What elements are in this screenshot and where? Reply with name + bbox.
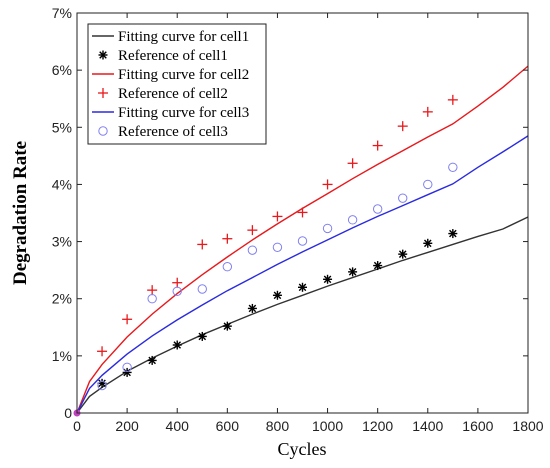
data-point	[122, 362, 132, 372]
y-tick-label: 5%	[52, 119, 72, 135]
data-point	[172, 340, 182, 350]
data-point	[297, 207, 308, 218]
axes-layer: 0 200 400 600 800 1000 1200 1400 1600 1800 0 1% 2% 3%…	[52, 5, 544, 434]
series-6	[97, 162, 458, 391]
data-point	[398, 193, 408, 203]
data-point	[373, 261, 383, 271]
data-point	[297, 236, 308, 246]
data-point	[322, 179, 333, 190]
y-tick-label: 2%	[52, 291, 72, 307]
data-point	[272, 290, 282, 300]
data-point	[172, 286, 182, 296]
legend: Fitting curve for cell1 Reference of cell…	[87, 23, 267, 145]
legend-swatch	[98, 88, 108, 98]
y-tick-label: 3%	[52, 234, 72, 250]
data-point	[147, 294, 157, 304]
legend-box	[87, 23, 267, 145]
data-point	[448, 162, 458, 172]
y-tick-label: 7%	[52, 5, 72, 21]
data-point	[347, 215, 358, 225]
legend-swatch	[98, 126, 108, 136]
data-point	[323, 274, 333, 284]
legend-label: Reference of cell2	[118, 86, 228, 102]
series-3	[76, 65, 529, 414]
data-point	[298, 282, 307, 292]
legend-marker	[98, 50, 108, 60]
data-point	[372, 204, 383, 214]
axes-frame	[76, 12, 529, 414]
x-tick-label: 400	[166, 418, 190, 434]
data-point	[97, 378, 107, 388]
series-2	[97, 229, 458, 388]
x-axis-title: Cycles	[278, 439, 327, 459]
data-point	[322, 223, 333, 234]
data-point	[222, 321, 232, 331]
data-point	[347, 158, 358, 169]
x-tick-label: 0	[73, 418, 81, 434]
data-point	[247, 225, 258, 236]
y-tick-label: 0	[64, 405, 72, 421]
data-point	[372, 140, 383, 151]
data-point	[197, 284, 207, 294]
data-point	[147, 355, 157, 365]
data-point	[247, 303, 257, 313]
y-axis-title: Degradation Rate	[10, 141, 31, 285]
legend-label: Reference of cell3	[118, 124, 228, 140]
data-point	[97, 346, 108, 357]
legend-marker	[98, 88, 108, 98]
legend-marker	[98, 126, 108, 136]
data-point	[348, 267, 358, 277]
data-point	[448, 229, 458, 239]
data-point	[122, 367, 132, 377]
data-point	[222, 233, 233, 244]
legend-swatch	[98, 50, 108, 60]
data-point	[397, 121, 408, 132]
data-point	[197, 239, 208, 250]
x-tick-label: 1200	[362, 418, 393, 434]
data-point	[197, 331, 207, 341]
data-point	[447, 94, 458, 105]
curve-line	[76, 65, 529, 414]
legend-label: Fitting curve for cell1	[118, 29, 249, 45]
data-point	[398, 249, 408, 259]
legend-label: Reference of cell1	[118, 48, 228, 64]
data-point	[247, 245, 258, 255]
data-point	[272, 211, 283, 222]
x-tick-label: 600	[216, 418, 240, 434]
series-layer	[73, 65, 529, 417]
y-tick-label: 6%	[52, 62, 72, 78]
x-tick-label: 800	[266, 418, 290, 434]
x-tick-label: 1400	[412, 418, 443, 434]
y-tick-label: 1%	[52, 348, 72, 364]
y-tick-label: 4%	[52, 176, 72, 192]
data-point	[423, 238, 433, 248]
series-4	[97, 94, 458, 357]
curve-line	[76, 135, 529, 414]
series-5	[76, 135, 529, 414]
data-point	[97, 380, 107, 391]
data-point	[272, 242, 283, 252]
x-tick-label: 1800	[512, 418, 543, 434]
data-point	[122, 314, 133, 325]
legend-label: Fitting curve for cell2	[118, 67, 249, 83]
data-point	[423, 179, 433, 190]
data-point	[172, 277, 183, 288]
legend-label: Fitting curve for cell3	[118, 105, 249, 121]
x-tick-label: 1600	[462, 418, 493, 434]
data-point	[147, 285, 158, 296]
data-point	[222, 262, 233, 272]
data-point	[422, 106, 433, 117]
x-tick-label: 1000	[312, 418, 343, 434]
x-tick-label: 200	[115, 418, 139, 434]
